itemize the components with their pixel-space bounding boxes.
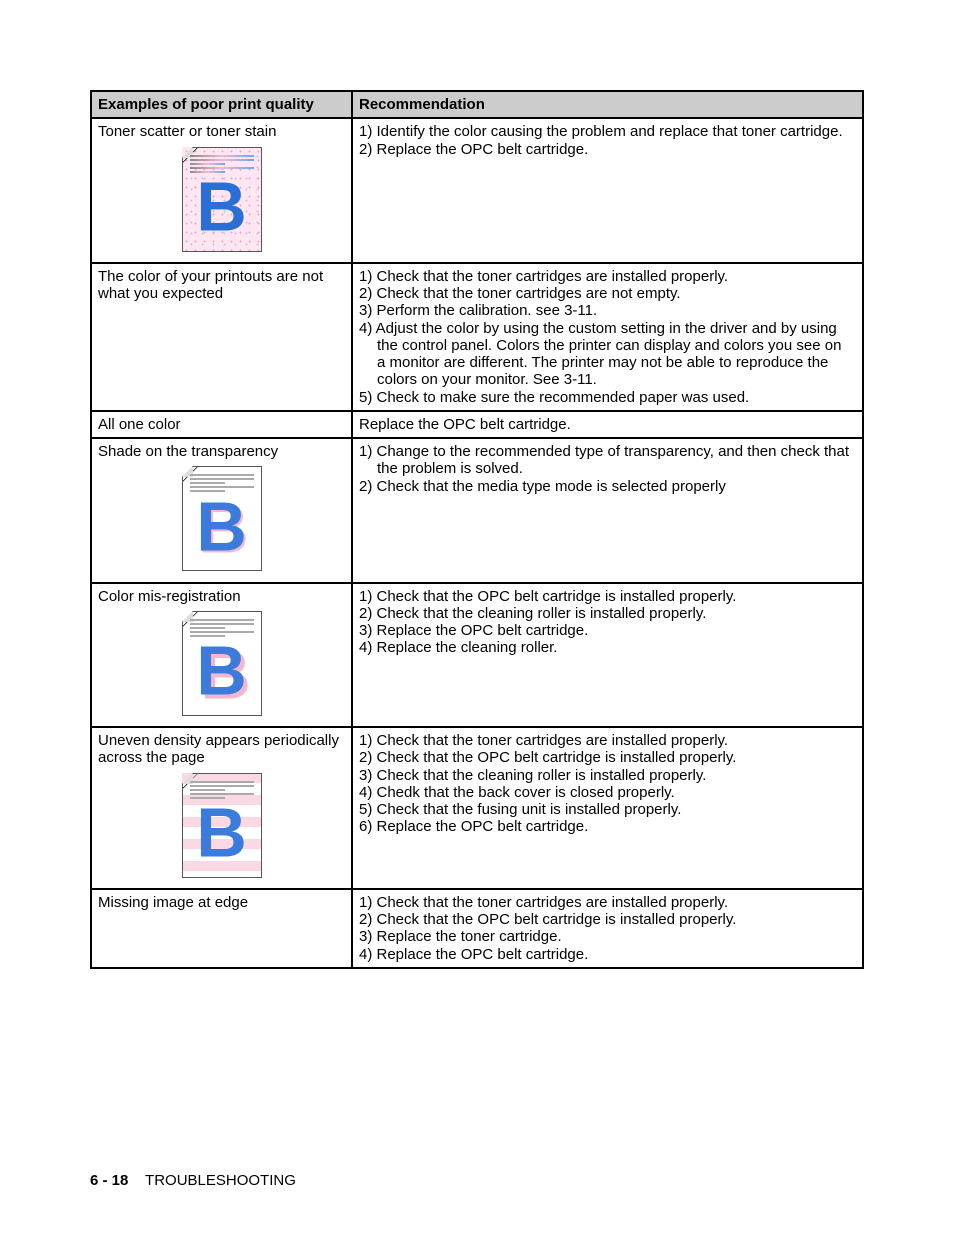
rec-line: a monitor are different. The printer may… — [359, 354, 856, 371]
rec-line: 1) Check that the toner cartridges are i… — [359, 268, 728, 285]
troubleshooting-table: Examples of poor print quality Recommend… — [90, 90, 864, 969]
example-title: Shade on the transparency — [98, 443, 278, 460]
cell-example: All one color — [91, 411, 352, 438]
rec-line: 2) Check that the toner cartridges are n… — [359, 285, 681, 302]
rec-line: 5) Check to make sure the recommended pa… — [359, 389, 749, 406]
page-footer: 6 - 18 TROUBLESHOOTING — [90, 1172, 296, 1189]
rec-line: the control panel. Colors the printer ca… — [359, 337, 856, 354]
rec-line: 3) Replace the toner cartridge. — [359, 928, 562, 945]
figure-uneven-density: B — [98, 773, 345, 882]
cell-example: Shade on the transparency B — [91, 438, 352, 583]
rec-line: 4) Adjust the color by using the custom … — [359, 320, 837, 337]
table-row: Color mis-registration B B 1) Check — [91, 583, 863, 728]
example-title: Uneven density appears periodically — [98, 732, 339, 749]
cell-recommendation: 1) Identify the color causing the proble… — [352, 118, 863, 263]
document-page: Examples of poor print quality Recommend… — [0, 0, 954, 1235]
rec-line: 5) Check that the fusing unit is install… — [359, 801, 681, 818]
example-title: Missing image at edge — [98, 894, 248, 911]
cell-example: Color mis-registration B B — [91, 583, 352, 728]
table-row: Uneven density appears periodically acro… — [91, 727, 863, 889]
rec-line: 1) Change to the recommended type of tra… — [359, 443, 849, 460]
cell-recommendation: 1) Check that the toner cartridges are i… — [352, 263, 863, 411]
rec-line: 2) Check that the media type mode is sel… — [359, 478, 726, 495]
rec-line: 4) Replace the cleaning roller. — [359, 639, 557, 656]
letter-b-icon: B — [196, 172, 247, 242]
cell-recommendation: 1) Check that the toner cartridges are i… — [352, 889, 863, 968]
cell-recommendation: 1) Check that the toner cartridges are i… — [352, 727, 863, 889]
cell-example: The color of your printouts are not what… — [91, 263, 352, 411]
rec-line: 1) Identify the color causing the proble… — [359, 123, 843, 140]
header-recommendation: Recommendation — [352, 91, 863, 118]
figure-shade-transparency: B — [98, 466, 345, 575]
figure-color-misregistration: B B — [98, 611, 345, 720]
example-title: All one color — [98, 416, 181, 433]
example-title: The color of your printouts are not — [98, 268, 323, 285]
rec-line: colors on your monitor. See 3-11. — [359, 371, 856, 388]
table-row: Shade on the transparency B 1) Change to… — [91, 438, 863, 583]
page-number: 6 - 18 — [90, 1172, 128, 1189]
rec-line: 4) Replace the OPC belt cartridge. — [359, 946, 588, 963]
rec-line: 3) Perform the calibration. see 3-11. — [359, 302, 597, 319]
cell-example: Missing image at edge — [91, 889, 352, 968]
table-header-row: Examples of poor print quality Recommend… — [91, 91, 863, 118]
cell-example: Toner scatter or toner stain B — [91, 118, 352, 263]
example-title: Toner scatter or toner stain — [98, 123, 276, 140]
header-examples: Examples of poor print quality — [91, 91, 352, 118]
rec-line: 1) Check that the toner cartridges are i… — [359, 732, 728, 749]
rec-line: 2) Check that the OPC belt cartridge is … — [359, 911, 736, 928]
table-row: The color of your printouts are not what… — [91, 263, 863, 411]
cell-example: Uneven density appears periodically acro… — [91, 727, 352, 889]
rec-line: 2) Check that the cleaning roller is ins… — [359, 605, 706, 622]
example-title: Color mis-registration — [98, 588, 241, 605]
table-row: All one color Replace the OPC belt cartr… — [91, 411, 863, 438]
letter-b-icon: B — [196, 798, 247, 868]
rec-line: 2) Check that the OPC belt cartridge is … — [359, 749, 736, 766]
rec-line: 6) Replace the OPC belt cartridge. — [359, 818, 588, 835]
cell-recommendation: 1) Check that the OPC belt cartridge is … — [352, 583, 863, 728]
rec-line: 1) Check that the OPC belt cartridge is … — [359, 588, 736, 605]
letter-b-icon: B — [196, 636, 247, 706]
figure-toner-scatter: B — [98, 147, 345, 256]
cell-recommendation: 1) Change to the recommended type of tra… — [352, 438, 863, 583]
table-row: Toner scatter or toner stain B 1) I — [91, 118, 863, 263]
rec-line: 3) Check that the cleaning roller is ins… — [359, 767, 706, 784]
rec-line: 3) Replace the OPC belt cartridge. — [359, 622, 588, 639]
rec-line: the problem is solved. — [359, 460, 856, 477]
rec-line: Replace the OPC belt cartridge. — [359, 416, 571, 433]
rec-line: 1) Check that the toner cartridges are i… — [359, 894, 728, 911]
rec-line: 2) Replace the OPC belt cartridge. — [359, 141, 588, 158]
section-title: TROUBLESHOOTING — [145, 1172, 296, 1189]
example-title: what you expected — [98, 285, 223, 302]
letter-b-icon: B — [196, 491, 247, 561]
cell-recommendation: Replace the OPC belt cartridge. — [352, 411, 863, 438]
table-row: Missing image at edge 1) Check that the … — [91, 889, 863, 968]
rec-line: 4) Chedk that the back cover is closed p… — [359, 784, 675, 801]
example-title: across the page — [98, 749, 205, 766]
